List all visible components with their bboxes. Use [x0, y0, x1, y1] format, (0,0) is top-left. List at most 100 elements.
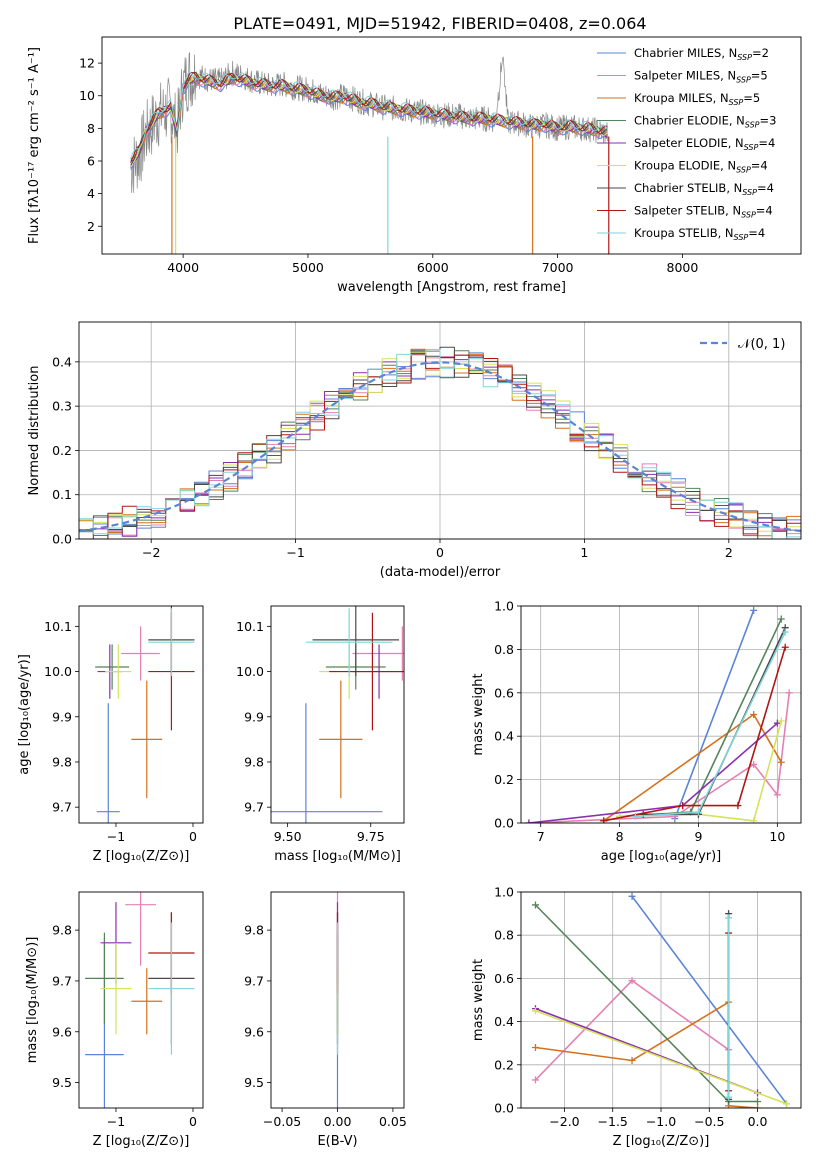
marker-plus — [628, 892, 636, 900]
axes: 7 8 9 10 0.0 0.2 0.4 0.6 0.8 1.0 age [log₁₀(age/yr… — [471, 599, 802, 864]
legend-text: Kroupa MILES, N — [634, 91, 729, 105]
y-tick-label: 6 — [87, 154, 95, 169]
plot-area — [95, 606, 195, 823]
legend-text: Salpeter STELIB, N — [634, 204, 741, 218]
legend-subscript: SSP — [737, 53, 752, 62]
marker-plus — [750, 711, 758, 718]
model-spectrum — [130, 71, 608, 163]
legend: 𝒩(0, 1) — [700, 337, 785, 352]
errorbar-point — [148, 922, 195, 1055]
normal-curve — [79, 361, 801, 533]
axes-frame — [270, 891, 405, 1109]
axes: −2.0 −1.5 −1.0 −0.5 0.0 0.0 0.2 0.4 0.6 0.8 1.0 Z [… — [471, 885, 802, 1149]
legend-label: Kroupa STELIB, NSSP=4 — [634, 226, 765, 242]
marker-plus — [750, 606, 758, 614]
marker-plus — [781, 628, 789, 636]
weight-series — [600, 643, 789, 823]
x-axis-label: Z [log₁₀(Z/Z⊙)] — [93, 1134, 190, 1149]
legend-count: =3 — [760, 114, 777, 128]
y-tick-label: 9.8 — [244, 923, 264, 938]
x-tick-label: 0.05 — [379, 1114, 407, 1129]
plot-area — [130, 52, 610, 254]
axes-frame — [520, 605, 802, 824]
legend-label: Chabrier MILES, NSSP=2 — [634, 46, 769, 62]
x-tick-label: 1 — [580, 545, 588, 560]
y-tick-label: 0.0 — [494, 816, 514, 831]
y-tick-label: 0.0 — [52, 532, 72, 547]
x-tick-label: −2.0 — [549, 1114, 579, 1129]
marker-plus — [754, 1098, 762, 1106]
marker-plus — [777, 615, 785, 623]
y-tick-label: 9.9 — [52, 709, 72, 724]
x-axis-label: Z [log₁₀(Z/Z⊙)] — [93, 849, 190, 864]
y-axis-label: mass weight — [471, 959, 486, 1041]
y-tick-label: 10 — [79, 88, 95, 103]
marker-plus — [781, 643, 789, 651]
errorbar-point — [100, 942, 132, 1035]
errorbar-point — [105, 644, 132, 699]
y-tick-label: 0.1 — [52, 487, 72, 502]
y-tick-label: 0.2 — [52, 443, 72, 458]
marker-plus — [600, 817, 608, 823]
marker-plus — [785, 689, 793, 697]
marker-plus — [725, 914, 733, 922]
y-tick-label: 0.8 — [494, 928, 514, 943]
marker-plus — [725, 1093, 733, 1101]
y-tick-label: 9.8 — [52, 923, 72, 938]
y-tick-label: 10.0 — [236, 664, 264, 679]
errorbar-point — [96, 703, 120, 823]
weight-series — [531, 1007, 791, 1108]
legend-label: Salpeter ELODIE, NSSP=4 — [634, 136, 775, 152]
legend-label: Salpeter STELIB, NSSP=4 — [634, 204, 773, 220]
errorbar-point — [271, 703, 383, 823]
axes-frame — [520, 891, 802, 1109]
y-tick-label: 0.2 — [494, 1057, 514, 1072]
y-tick-label: 0.8 — [494, 642, 514, 657]
x-tick-label: 8000 — [667, 260, 699, 275]
plot-area — [79, 346, 801, 539]
axes: −2 −1 0 1 2 0.0 0.1 0.2 0.3 0.4 (data-model)/error… — [27, 321, 802, 580]
series-line — [674, 610, 755, 819]
legend-count: =5 — [751, 69, 768, 83]
marker-plus — [783, 1100, 791, 1108]
residual-histogram — [79, 351, 801, 539]
panel-age_vs_Z: −1 0 9.7 9.8 9.9 10.0 10.1 Z [log₁₀(Z/Z⊙)] age [… — [17, 605, 204, 864]
x-tick-label: 7000 — [542, 260, 574, 275]
model-spectrum — [130, 71, 608, 159]
legend-subscript: SSP — [744, 143, 759, 152]
y-tick-label: 9.5 — [244, 1075, 264, 1090]
series-line — [631, 895, 788, 1105]
y-tick-label: 10.1 — [44, 619, 72, 634]
legend-text: Kroupa STELIB, N — [634, 226, 734, 240]
errorbar-point — [85, 932, 124, 1025]
y-axis-label: mass [log₁₀(M/M⊙)] — [25, 937, 40, 1064]
legend-text: Chabrier MILES, N — [634, 46, 737, 60]
y-tick-label: 9.7 — [52, 800, 72, 815]
y-tick-label: 0.6 — [494, 971, 514, 986]
marker-plus — [754, 1104, 762, 1108]
panel-mass_vs_EBV: −0.05 0.00 0.05 9.5 9.6 9.7 9.8 E(B-V) — [244, 891, 407, 1149]
legend-count: =4 — [758, 136, 775, 150]
y-tick-label: 1.0 — [494, 599, 514, 614]
x-tick-label: −1 — [107, 829, 125, 844]
legend-text: Chabrier STELIB, N — [634, 181, 742, 195]
y-tick-label: 0.6 — [494, 685, 514, 700]
x-tick-label: 9.50 — [274, 829, 302, 844]
marker-plus — [750, 817, 758, 823]
y-tick-label: 12 — [79, 56, 95, 71]
x-tick-label: −1.5 — [598, 1114, 628, 1129]
legend-text: Salpeter MILES, N — [634, 69, 736, 83]
panel-age_vs_mass: 9.50 9.75 9.7 9.8 9.9 10.0 10.1 mass [log₁₀(M/M… — [236, 605, 405, 864]
plot-area — [271, 606, 404, 823]
legend-subscript: SSP — [742, 188, 757, 197]
marker-plus — [531, 901, 539, 909]
marker-plus — [531, 1044, 539, 1052]
marker-plus — [628, 1056, 636, 1064]
x-tick-label: 9 — [694, 829, 702, 844]
marker-plus — [525, 819, 533, 823]
y-tick-label: 8 — [87, 121, 95, 136]
legend-label: Salpeter MILES, NSSP=5 — [634, 69, 768, 85]
errorbar-point — [125, 892, 157, 966]
